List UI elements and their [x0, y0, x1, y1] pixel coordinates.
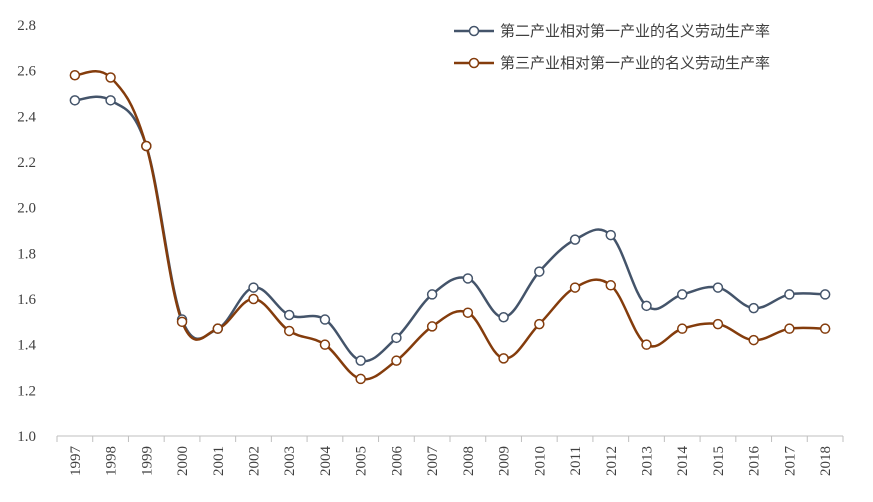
y-axis: 1.0 1.2 1.4 1.6 1.8 2.0 2.2 2.4 2.6 2.8 [17, 18, 36, 445]
legend-label: 第三产业相对第一产业的名义劳动生产率 [500, 54, 770, 72]
x-tick-label: 2015 [711, 446, 727, 476]
x-tick-label: 2012 [604, 446, 620, 476]
data-point [462, 273, 474, 284]
series-line-1 [74, 95, 826, 363]
data-point [676, 289, 688, 300]
data-point [498, 312, 509, 323]
x-tick-label: 2010 [532, 446, 548, 476]
data-point [355, 373, 366, 385]
data-point [69, 95, 81, 106]
x-tick-label: 2008 [461, 446, 477, 476]
x-tick-label: 2001 [211, 446, 227, 476]
data-point [105, 95, 116, 106]
x-tick-label: 2011 [568, 446, 584, 475]
data-point [534, 318, 545, 330]
x-tick-label: 2013 [640, 446, 656, 476]
data-point [498, 353, 509, 364]
data-point [641, 339, 652, 350]
legend-swatch-marker [468, 25, 480, 37]
data-point [712, 282, 724, 293]
data-point [605, 229, 617, 241]
data-point [462, 307, 474, 318]
x-tick-label: 2016 [747, 446, 763, 477]
data-point [283, 309, 295, 321]
data-point [283, 325, 295, 337]
data-point [391, 355, 402, 366]
data-point [569, 282, 581, 293]
data-point [784, 289, 795, 300]
x-tick-label: 2006 [389, 446, 405, 477]
y-tick-label: 2.6 [17, 64, 36, 80]
legend-label: 第二产业相对第一产业的名义劳动生产率 [500, 22, 770, 40]
y-tick-label: 1.2 [17, 383, 36, 399]
data-point [748, 334, 759, 346]
data-point [355, 355, 366, 366]
data-point [391, 332, 402, 344]
data-point [784, 323, 795, 334]
data-point [748, 302, 759, 314]
data-point [641, 300, 652, 312]
x-tick-label: 2017 [782, 446, 798, 477]
x-tick-label: 2004 [318, 446, 334, 477]
y-tick-label: 2.4 [17, 109, 36, 125]
data-point [69, 69, 81, 81]
data-point [676, 323, 688, 334]
legend-swatch-marker [468, 57, 480, 69]
x-tick-label: 2003 [282, 446, 298, 476]
data-point [248, 282, 259, 293]
y-tick-label: 2.2 [17, 155, 36, 171]
data-point [141, 140, 152, 152]
x-tick-label: 1999 [139, 446, 155, 476]
data-point [319, 314, 331, 325]
x-tick-label: 1998 [104, 446, 120, 476]
y-tick-label: 2.8 [17, 18, 36, 34]
data-point [248, 293, 259, 305]
x-tick-label: 2009 [497, 446, 513, 476]
series-line-2 [74, 70, 826, 381]
x-tick-label: 2000 [175, 446, 191, 476]
y-tick-label: 1.4 [17, 338, 36, 354]
data-point [712, 318, 724, 330]
data-point [569, 234, 581, 245]
x-tick-label: 2002 [247, 446, 263, 476]
data-point [534, 266, 545, 277]
data-point [819, 323, 831, 334]
data-point [819, 289, 831, 300]
y-tick-label: 2.0 [17, 201, 36, 217]
data-point [212, 323, 224, 334]
data-point [426, 321, 438, 332]
x-tick-label: 2007 [425, 446, 441, 477]
y-tick-label: 1.0 [17, 429, 36, 445]
data-point [426, 289, 438, 300]
data-point [176, 316, 188, 328]
x-tick-label: 2018 [818, 446, 834, 476]
plot-area [69, 69, 831, 385]
x-axis: 1997 1998 1999 2000 2001 2002 2003 2004 2005 2006… [56, 435, 844, 477]
y-tick-label: 1.8 [17, 246, 36, 262]
data-point [319, 339, 331, 350]
data-point [605, 280, 617, 291]
data-point [105, 72, 116, 83]
x-tick-label: 2005 [354, 446, 370, 476]
x-tick-label: 2014 [675, 446, 691, 477]
x-tick-label: 1997 [68, 446, 84, 477]
y-tick-label: 1.6 [17, 292, 36, 308]
